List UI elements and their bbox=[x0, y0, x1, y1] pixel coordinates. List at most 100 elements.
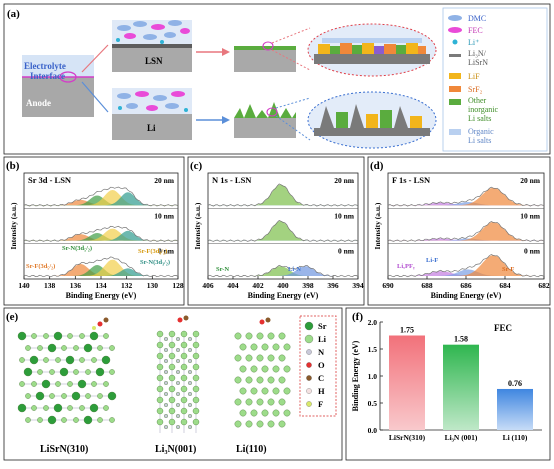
atom bbox=[181, 331, 187, 337]
atom-legend-label-c: C bbox=[318, 373, 324, 383]
li-zoom bbox=[308, 92, 436, 148]
depth-label: 20 nm bbox=[520, 176, 541, 185]
depth-label: 0 nm bbox=[338, 247, 355, 256]
fit-component bbox=[208, 221, 358, 241]
atom bbox=[85, 369, 90, 374]
peak-label: LiₓPFᵧ bbox=[397, 263, 415, 270]
atom bbox=[273, 366, 279, 372]
atom bbox=[284, 410, 290, 416]
atom bbox=[103, 333, 108, 338]
atom bbox=[176, 359, 180, 363]
legend-fec-swatch bbox=[448, 27, 462, 33]
depth-label: 10 nm bbox=[154, 211, 175, 220]
atom-legend-swatch-n bbox=[306, 349, 311, 354]
atom bbox=[164, 381, 168, 385]
atom bbox=[273, 344, 279, 350]
atom bbox=[273, 388, 279, 394]
atom bbox=[251, 366, 257, 372]
atom bbox=[90, 332, 98, 340]
atom-legend-swatch-h bbox=[306, 388, 311, 393]
atom bbox=[67, 333, 72, 338]
bar-value-label: 1.75 bbox=[400, 326, 414, 335]
atom bbox=[240, 410, 246, 416]
atom bbox=[246, 421, 252, 427]
atom bbox=[193, 364, 199, 370]
atom bbox=[61, 417, 66, 422]
atom bbox=[188, 425, 192, 429]
x-tick-label: Li (110) bbox=[503, 433, 528, 442]
atom bbox=[169, 375, 175, 381]
atom bbox=[25, 417, 30, 422]
atom bbox=[273, 410, 279, 416]
atom bbox=[164, 392, 168, 396]
atom-legend-label-f: F bbox=[318, 399, 323, 409]
atom bbox=[181, 342, 187, 348]
atom bbox=[18, 332, 26, 340]
depth-label: 20 nm bbox=[154, 176, 175, 185]
atom bbox=[169, 386, 175, 392]
atom bbox=[268, 333, 274, 339]
atom bbox=[18, 404, 26, 412]
atom bbox=[79, 357, 84, 362]
atom bbox=[279, 355, 285, 361]
atom bbox=[109, 369, 114, 374]
atom bbox=[169, 331, 175, 337]
atom-legend-swatch-f bbox=[306, 401, 311, 406]
atom bbox=[60, 368, 68, 376]
lsn-arrow-head bbox=[222, 48, 230, 56]
atom bbox=[193, 386, 199, 392]
y-axis-label: Binding Energy (eV) bbox=[351, 340, 360, 411]
peak-label: Li-N bbox=[288, 266, 301, 273]
atom bbox=[181, 375, 187, 381]
atom bbox=[164, 359, 168, 363]
atom bbox=[193, 353, 199, 359]
lsn-sei bbox=[234, 28, 310, 72]
atom bbox=[73, 345, 78, 350]
atom bbox=[262, 410, 268, 416]
x-tick-label: 688 bbox=[421, 281, 433, 290]
x-axis-label: Binding Energy (eV) bbox=[248, 291, 319, 300]
atom bbox=[169, 419, 175, 425]
x-tick-label: 394 bbox=[352, 281, 364, 290]
atom bbox=[61, 345, 66, 350]
depth-label: 10 nm bbox=[334, 211, 355, 220]
legend-srf2-swatch bbox=[449, 86, 461, 92]
atom bbox=[193, 408, 199, 414]
legend-organic-2: Li salts bbox=[468, 136, 491, 145]
atom bbox=[157, 342, 163, 348]
atom bbox=[157, 397, 163, 403]
atom bbox=[257, 333, 263, 339]
atom bbox=[25, 393, 30, 398]
legend-inorganic-3: Li salts bbox=[468, 114, 491, 123]
legend-organic-swatch bbox=[449, 129, 461, 135]
atom bbox=[54, 404, 62, 412]
atom bbox=[164, 370, 168, 374]
atom-legend-swatch-li bbox=[305, 335, 313, 343]
bar-2 bbox=[443, 345, 479, 430]
atom bbox=[188, 370, 192, 374]
x-tick-label: 134 bbox=[95, 281, 107, 290]
x-tick-label: Li₃N (001) bbox=[445, 433, 478, 442]
x-tick-label: 130 bbox=[147, 281, 159, 290]
atom bbox=[181, 408, 187, 414]
atom-legend-label-li: Li bbox=[318, 334, 327, 344]
legend-dmc: DMC bbox=[468, 14, 486, 23]
fec-annotation: FEC bbox=[494, 323, 512, 333]
x-tick-label: 138 bbox=[44, 281, 56, 290]
atom bbox=[268, 421, 274, 427]
electrolyte-label: Electrolyte bbox=[24, 61, 66, 71]
x-tick-label: 140 bbox=[18, 281, 30, 290]
x-tick-label: 404 bbox=[227, 281, 239, 290]
legend-li3n: Li₃N/ bbox=[468, 49, 487, 58]
atom bbox=[96, 368, 104, 376]
x-tick-label: 132 bbox=[121, 281, 133, 290]
y-axis-label: Intensity (a.u.) bbox=[193, 202, 202, 249]
x-tick-label: 682 bbox=[538, 281, 550, 290]
li-arrow-head bbox=[222, 116, 230, 124]
x-tick-label: 686 bbox=[460, 281, 472, 290]
x-axis-label: Binding Energy (eV) bbox=[66, 291, 137, 300]
atom bbox=[79, 405, 84, 410]
